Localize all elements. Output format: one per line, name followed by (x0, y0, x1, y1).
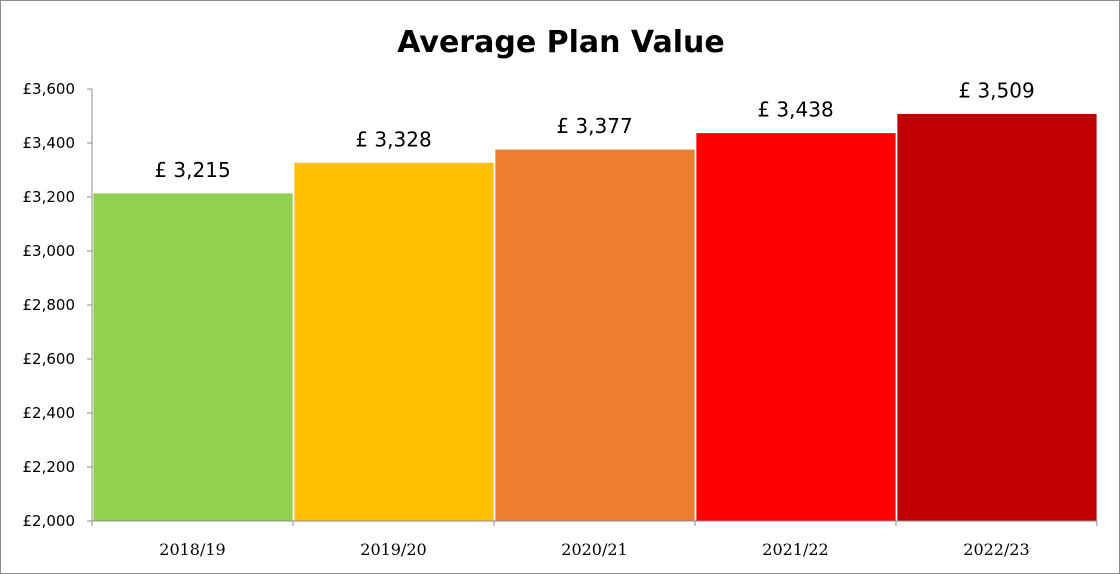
bar (293, 162, 495, 522)
y-tick-label: £3,400 (23, 134, 76, 152)
x-category-label: 2020/21 (561, 540, 627, 559)
y-tick-label: £2,000 (23, 512, 76, 530)
y-tick-label: £2,800 (23, 296, 76, 314)
bar (695, 132, 897, 522)
x-category-label: 2021/22 (762, 540, 828, 559)
x-category-label: 2022/23 (963, 540, 1029, 559)
chart-title: Average Plan Value (397, 25, 724, 60)
y-tick-label: £3,000 (23, 242, 76, 260)
x-axis: 2018/19 2019/20 2020/21 2021/22 2022/23 (91, 520, 1098, 559)
x-category-label: 2018/19 (159, 540, 225, 559)
x-category-label: 2019/20 (360, 540, 426, 559)
y-tick-label: £2,400 (23, 404, 76, 422)
bar-data-label: £ 3,215 (154, 158, 230, 182)
bar (92, 192, 294, 522)
y-tick-label: £3,200 (23, 188, 76, 206)
bar-data-label: £ 3,438 (757, 98, 833, 122)
bar-data-label: £ 3,377 (556, 114, 632, 138)
bar (896, 113, 1098, 522)
y-tick-label: £3,600 (23, 80, 76, 98)
bar (494, 148, 696, 522)
y-tick-label: £2,200 (23, 458, 76, 476)
y-axis: £2,000 £2,200 £2,400 £2,600 £2,800 £3,000 £3,2… (23, 80, 93, 530)
y-tick-label: £2,600 (23, 350, 76, 368)
bar-data-label: £ 3,509 (958, 79, 1034, 103)
bar-data-label: £ 3,328 (355, 127, 431, 151)
bars: £ 3,215 £ 3,328 £ 3,377 £ 3,438 £ 3,509 (92, 79, 1098, 522)
